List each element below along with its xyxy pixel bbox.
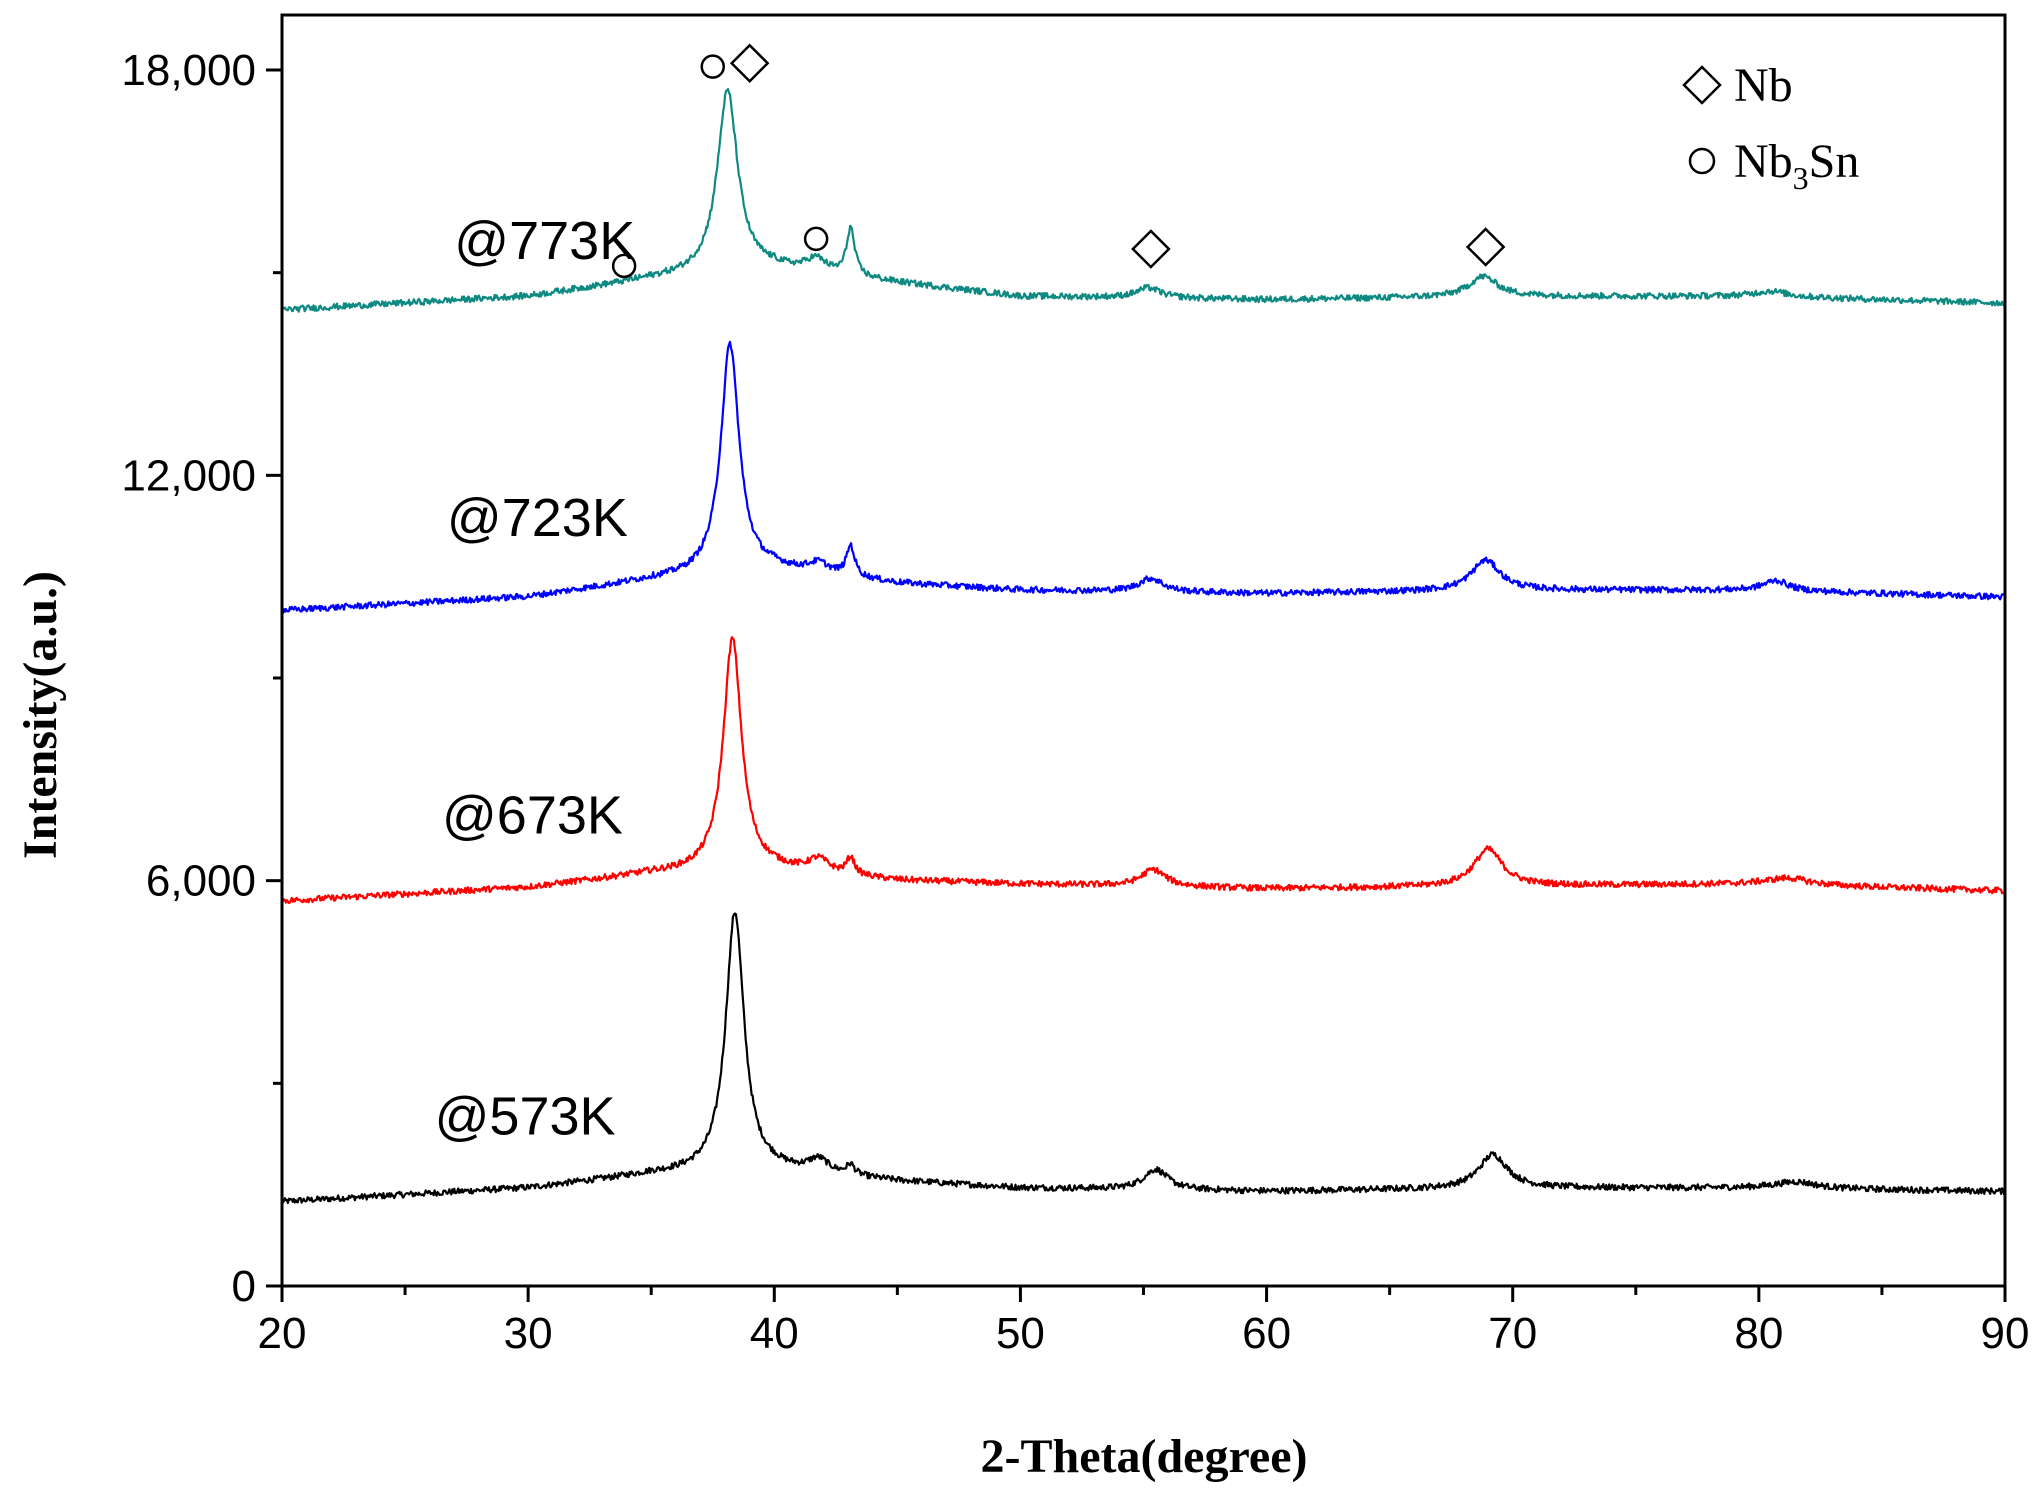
series-line-673K: [280, 636, 2007, 905]
x-tick-label: 60: [1242, 1309, 1291, 1358]
y-axis-title: Intensity(a.u.): [14, 571, 67, 859]
x-tick-label: 80: [1734, 1309, 1783, 1358]
x-axis-title: 2-Theta(degree): [981, 1430, 1308, 1483]
nb-peak-diamond-icon: [729, 43, 770, 84]
series-label-723K: @723K: [447, 488, 628, 548]
legend: Nb Nb3Sn: [1682, 59, 1859, 196]
series-line-723K: [281, 340, 2006, 615]
series-line-573K: [281, 912, 2006, 1205]
y-tick-label: 0: [232, 1262, 256, 1311]
y-tick-label: 6,000: [146, 857, 256, 906]
x-tick-label: 40: [750, 1309, 799, 1358]
y-tick-label: 12,000: [121, 451, 256, 500]
peak-markers: [611, 43, 1506, 279]
x-tick-label: 30: [504, 1309, 553, 1358]
legend-diamond-icon: [1682, 65, 1722, 105]
series-traces: [280, 88, 2007, 1205]
y-axis-ticks: [266, 68, 282, 1288]
nb3sn-peak-circle-icon: [803, 226, 829, 252]
x-axis-tick-labels: 20 30 40 50 60 70 80 90: [258, 1309, 2030, 1358]
nb-peak-diamond-icon: [1465, 227, 1506, 267]
x-axis-ticks: [280, 1286, 2007, 1302]
y-tick-label: 18,000: [121, 46, 256, 95]
series-label-773K: @773K: [454, 211, 635, 271]
legend-label-nb: Nb: [1734, 59, 1793, 112]
legend-label-nb3sn-rest: Sn: [1809, 135, 1860, 188]
series-label-673K: @673K: [442, 785, 623, 845]
y-axis-tick-labels: 0 6,000 12,000 18,000: [121, 46, 256, 1311]
series-line-773K: [280, 88, 2007, 313]
x-tick-label: 20: [258, 1309, 307, 1358]
legend-label-nb3sn-subscript: 3: [1793, 160, 1809, 196]
legend-label-nb3sn-base: Nb: [1734, 135, 1793, 188]
series-label-573K: @573K: [435, 1087, 616, 1147]
nb-peak-diamond-icon: [1131, 229, 1171, 269]
x-tick-label: 70: [1488, 1309, 1537, 1358]
x-tick-label: 90: [1981, 1309, 2030, 1358]
nb3sn-peak-circle-icon: [611, 253, 637, 279]
nb3sn-peak-circle-icon: [700, 54, 725, 79]
legend-circle-icon: [1688, 147, 1716, 175]
x-tick-label: 50: [996, 1309, 1045, 1358]
legend-label-nb3sn: Nb3Sn: [1734, 135, 1859, 196]
series-labels: @773K @723K @673K @573K: [435, 211, 636, 1147]
